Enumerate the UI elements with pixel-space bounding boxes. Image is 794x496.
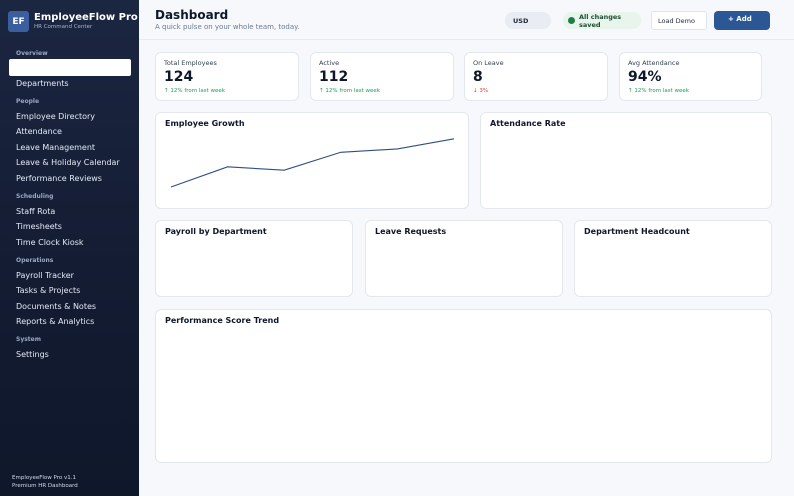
stat-title: On Leave xyxy=(473,59,504,67)
sidebar-item-tasks-projects[interactable]: Tasks & Projects xyxy=(16,286,81,295)
panel-title: Department Headcount xyxy=(584,227,690,236)
currency-selector[interactable]: USD xyxy=(505,12,551,29)
sidebar-item-staff-rota[interactable]: Staff Rota xyxy=(16,207,56,216)
app-version: EmployeeFlow Pro v1.1 xyxy=(12,475,77,481)
sidebar-item-settings[interactable]: Settings xyxy=(16,350,49,359)
stat-value: 94% xyxy=(628,69,662,85)
employee-growth-chart xyxy=(170,138,455,188)
add-button[interactable]: + Add xyxy=(714,11,770,30)
section-scheduling: Scheduling xyxy=(16,193,54,200)
attendance-rate-panel: Attendance Rate xyxy=(480,112,772,209)
sidebar-item-timesheets[interactable]: Timesheets xyxy=(16,222,62,231)
stat-card-on-leave: On Leave 8 ↓ 3% xyxy=(464,52,608,101)
stat-value: 124 xyxy=(164,69,194,85)
sidebar-item-attendance[interactable]: Attendance xyxy=(16,127,62,136)
stat-value: 112 xyxy=(319,69,349,85)
status-dot-icon xyxy=(568,17,575,24)
stat-title: Total Employees xyxy=(164,59,217,67)
stat-card-total-employees: Total Employees 124 ↑ 12% from last week xyxy=(155,52,299,101)
stat-delta: ↑ 12% from last week xyxy=(164,88,225,94)
panel-title: Performance Score Trend xyxy=(165,316,280,325)
app-subtitle: HR Command Center xyxy=(34,24,93,30)
stat-delta: ↓ 3% xyxy=(473,88,489,94)
sidebar-item-active[interactable] xyxy=(9,59,131,76)
panel-title: Payroll by Department xyxy=(165,227,267,236)
stat-title: Active xyxy=(319,59,340,67)
stat-card-avg-attendance: Avg Attendance 94% ↑ 12% from last week xyxy=(619,52,762,101)
load-demo-button[interactable]: Load Demo xyxy=(651,11,707,30)
section-overview: Overview xyxy=(16,50,48,57)
save-status-badge: All changes saved xyxy=(563,12,641,29)
payroll-by-department-panel: Payroll by Department xyxy=(155,220,353,297)
page-subtitle: A quick pulse on your whole team, today. xyxy=(155,23,300,31)
stat-delta: ↑ 12% from last week xyxy=(319,88,380,94)
panel-title: Leave Requests xyxy=(375,227,447,236)
panel-title: Attendance Rate xyxy=(490,119,566,128)
app-name: EmployeeFlow Pro xyxy=(34,12,138,23)
sidebar-item-time-clock-kiosk[interactable]: Time Clock Kiosk xyxy=(16,238,84,247)
stat-delta: ↑ 12% from last week xyxy=(628,88,689,94)
app-logo: EF xyxy=(8,11,29,32)
sidebar-item-reports-analytics[interactable]: Reports & Analytics xyxy=(16,317,95,326)
employee-growth-panel: Employee Growth xyxy=(155,112,469,209)
sidebar-item-performance-reviews[interactable]: Performance Reviews xyxy=(16,174,102,183)
stat-card-active: Active 112 ↑ 12% from last week xyxy=(310,52,454,101)
sidebar: EF EmployeeFlow Pro HR Command Center Ov… xyxy=(0,0,139,496)
sidebar-item-employee-directory[interactable]: Employee Directory xyxy=(16,112,96,121)
performance-score-trend-panel: Performance Score Trend xyxy=(155,309,772,463)
sidebar-item-documents-notes[interactable]: Documents & Notes xyxy=(16,302,97,311)
sidebar-item-leave-holiday-calendar[interactable]: Leave & Holiday Calendar xyxy=(16,158,120,167)
save-status-text: All changes saved xyxy=(579,12,622,29)
page-title: Dashboard xyxy=(155,8,229,22)
leave-requests-panel: Leave Requests xyxy=(365,220,563,297)
stat-title: Avg Attendance xyxy=(628,59,680,67)
panel-title: Employee Growth xyxy=(165,119,245,128)
employee-growth-line xyxy=(170,138,455,188)
header: Dashboard A quick pulse on your whole te… xyxy=(139,0,794,40)
section-people: People xyxy=(16,98,40,105)
sidebar-item-departments[interactable]: Departments xyxy=(16,79,69,88)
app-tagline: Premium HR Dashboard xyxy=(12,483,78,489)
department-headcount-panel: Department Headcount xyxy=(574,220,772,297)
stat-value: 8 xyxy=(473,69,483,85)
sidebar-item-payroll-tracker[interactable]: Payroll Tracker xyxy=(16,271,74,280)
sidebar-footer: EmployeeFlow Pro v1.1 Premium HR Dashboa… xyxy=(12,474,78,490)
sidebar-item-leave-management[interactable]: Leave Management xyxy=(16,143,96,152)
section-system: System xyxy=(16,336,41,343)
brand[interactable]: EF EmployeeFlow Pro HR Command Center xyxy=(8,11,138,32)
section-operations: Operations xyxy=(16,257,54,264)
